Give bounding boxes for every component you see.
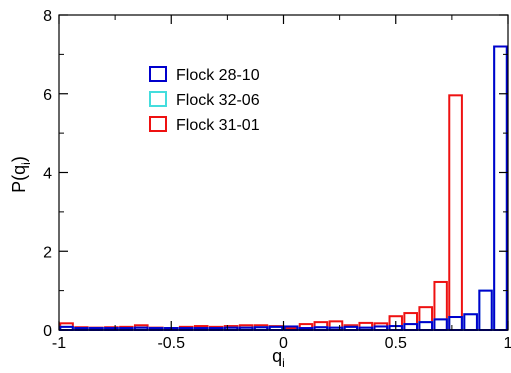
histogram-bar xyxy=(478,289,493,332)
x-axis-label: qi xyxy=(272,346,285,370)
y-tick-label: 2 xyxy=(43,244,52,261)
legend: Flock 28-10 Flock 32-06 Flock 31-01 xyxy=(149,66,260,134)
y-axis-label-subscript: i xyxy=(19,162,33,165)
legend-label: Flock 31-01 xyxy=(176,117,260,134)
x-axis-label-subscript: i xyxy=(282,356,285,370)
histogram-bar xyxy=(313,321,329,332)
histogram-bar xyxy=(448,316,463,332)
y-axis-label: P(qi) xyxy=(9,156,33,193)
histogram-bar xyxy=(463,313,478,331)
legend-swatch xyxy=(149,91,167,107)
x-tick-label: -0.5 xyxy=(157,335,185,352)
histogram-bar xyxy=(433,280,448,331)
bars-layer xyxy=(59,45,508,332)
histogram-bar xyxy=(478,289,493,332)
x-tick-label: 0 xyxy=(279,335,288,352)
ticks-layer: -1 -0.5 0 0.5 1 0 2 4 6 8 xyxy=(43,8,511,352)
y-axis-label-main: P(q xyxy=(9,165,29,193)
x-axis-label-main: q xyxy=(272,346,282,366)
histogram-bar xyxy=(463,313,478,331)
histogram-bar xyxy=(448,316,463,332)
histogram-bar xyxy=(433,318,448,331)
histogram-bar xyxy=(493,45,508,331)
histogram-bar xyxy=(418,321,434,332)
histogram-bar xyxy=(493,45,508,331)
y-tick-label: 0 xyxy=(43,323,52,340)
histogram-bar xyxy=(328,320,344,331)
x-tick-label: -1 xyxy=(52,335,66,352)
histogram-bar xyxy=(358,321,374,332)
legend-swatch xyxy=(149,66,167,82)
legend-swatch xyxy=(149,116,167,132)
x-tick-label: 1 xyxy=(504,335,511,352)
y-tick-label: 6 xyxy=(43,87,52,104)
histogram-bar xyxy=(448,94,463,331)
y-tick-label: 8 xyxy=(43,8,52,25)
histogram-bar xyxy=(418,306,434,332)
histogram-bar xyxy=(403,323,418,331)
x-tick-label: 0.5 xyxy=(385,335,407,352)
legend-label: Flock 32-06 xyxy=(176,92,260,109)
histogram-bar xyxy=(403,312,418,332)
histogram-bar xyxy=(418,321,434,332)
y-tick-label: 4 xyxy=(43,166,52,183)
y-axis-label-close: ) xyxy=(9,156,29,162)
histogram-bar xyxy=(433,318,448,331)
legend-label: Flock 28-10 xyxy=(176,67,260,84)
